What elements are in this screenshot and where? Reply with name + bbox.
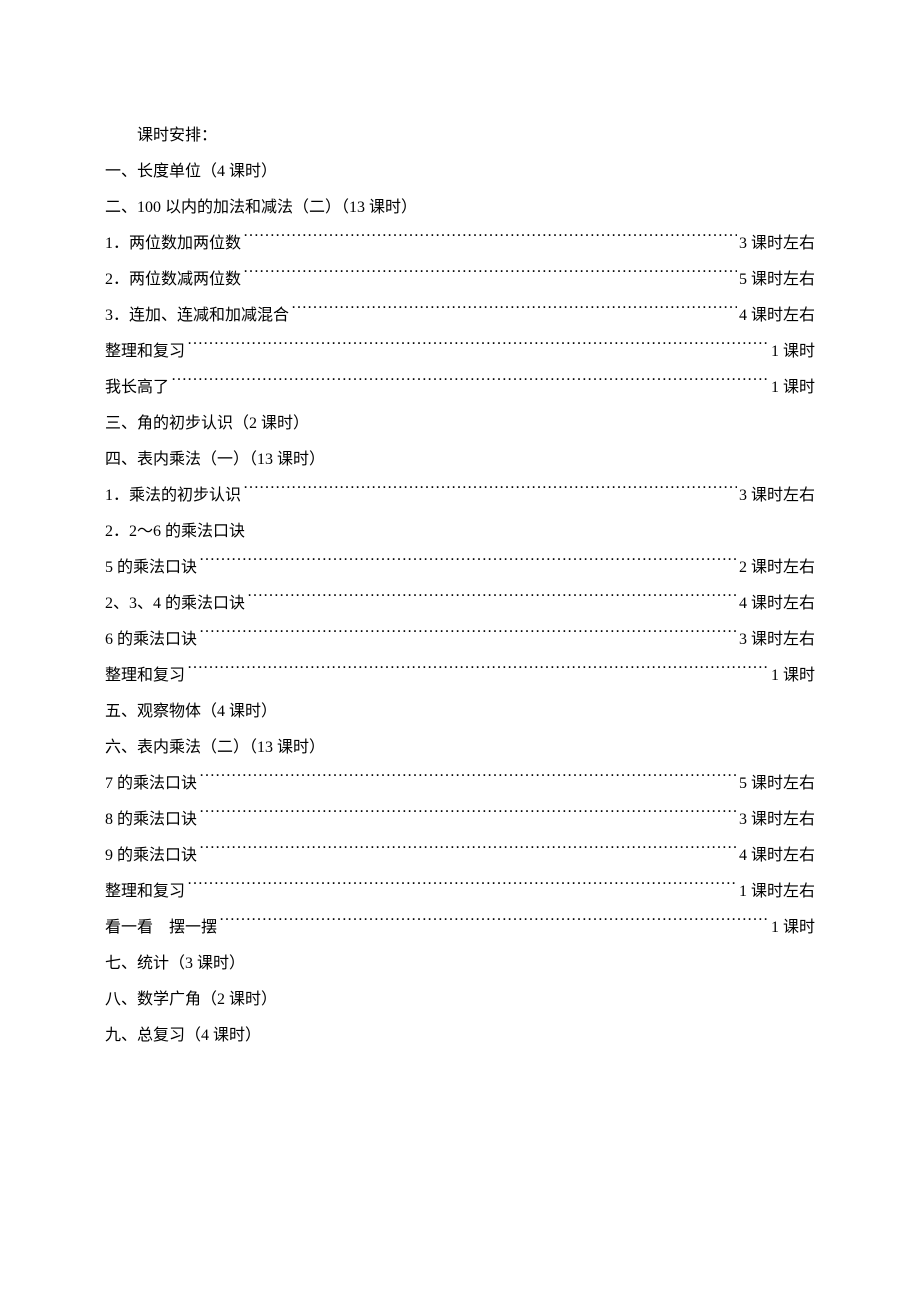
toc-dots [243, 268, 737, 284]
toc-line: 5 的乘法口诀 2 课时左右 [105, 552, 815, 584]
toc-dots [291, 304, 737, 320]
section-line: 八、数学广角（2 课时） [105, 984, 815, 1016]
toc-label: 1．乘法的初步认识 [105, 480, 241, 512]
toc-label: 整理和复习 [105, 876, 185, 908]
toc-line: 7 的乘法口诀 5 课时左右 [105, 768, 815, 800]
page: 课时安排： 一、长度单位（4 课时） 二、100 以内的加法和减法（二）（13 课… [0, 0, 920, 1302]
toc-line: 1．两位数加两位数 3 课时左右 [105, 228, 815, 260]
toc-label: 6 的乘法口诀 [105, 624, 197, 656]
toc-dots [199, 844, 737, 860]
toc-line: 6 的乘法口诀 3 课时左右 [105, 624, 815, 656]
toc-line: 1．乘法的初步认识 3 课时左右 [105, 480, 815, 512]
toc-value: 1 课时左右 [739, 876, 815, 908]
section-line: 三、角的初步认识（2 课时） [105, 408, 815, 440]
toc-dots [199, 556, 737, 572]
toc-dots [187, 664, 769, 680]
toc-value: 1 课时 [771, 912, 815, 944]
section-line: 七、统计（3 课时） [105, 948, 815, 980]
toc-label: 看一看 摆一摆 [105, 912, 217, 944]
toc-label: 9 的乘法口诀 [105, 840, 197, 872]
toc-line: 我长高了 1 课时 [105, 372, 815, 404]
toc-value: 5 课时左右 [739, 264, 815, 296]
section-line: 九、总复习（4 课时） [105, 1020, 815, 1052]
toc-value: 3 课时左右 [739, 624, 815, 656]
toc-label: 3．连加、连减和加减混合 [105, 300, 289, 332]
toc-label: 5 的乘法口诀 [105, 552, 197, 584]
toc-line: 2、3、4 的乘法口诀 4 课时左右 [105, 588, 815, 620]
toc-value: 3 课时左右 [739, 480, 815, 512]
toc-label: 1．两位数加两位数 [105, 228, 241, 260]
toc-label: 2、3、4 的乘法口诀 [105, 588, 245, 620]
section-line: 一、长度单位（4 课时） [105, 156, 815, 188]
section-line: 四、表内乘法（一）（13 课时） [105, 444, 815, 476]
toc-line: 整理和复习 1 课时 [105, 336, 815, 368]
toc-dots [187, 340, 769, 356]
toc-value: 3 课时左右 [739, 228, 815, 260]
toc-line: 9 的乘法口诀 4 课时左右 [105, 840, 815, 872]
toc-value: 1 课时 [771, 336, 815, 368]
toc-value: 1 课时 [771, 660, 815, 692]
toc-label: 整理和复习 [105, 660, 185, 692]
toc-line: 3．连加、连减和加减混合 4 课时左右 [105, 300, 815, 332]
toc-dots [187, 880, 737, 896]
toc-line: 整理和复习 1 课时 [105, 660, 815, 692]
toc-line: 看一看 摆一摆 1 课时 [105, 912, 815, 944]
section-line: 六、表内乘法（二）（13 课时） [105, 732, 815, 764]
toc-value: 2 课时左右 [739, 552, 815, 584]
toc-dots [247, 592, 737, 608]
toc-value: 4 课时左右 [739, 300, 815, 332]
toc-label: 7 的乘法口诀 [105, 768, 197, 800]
toc-value: 3 课时左右 [739, 804, 815, 836]
toc-dots [243, 484, 737, 500]
toc-dots [243, 232, 737, 248]
toc-value: 5 课时左右 [739, 768, 815, 800]
toc-label: 8 的乘法口诀 [105, 804, 197, 836]
toc-line: 整理和复习 1 课时左右 [105, 876, 815, 908]
toc-label: 我长高了 [105, 372, 169, 404]
toc-value: 4 课时左右 [739, 840, 815, 872]
toc-dots [199, 808, 737, 824]
toc-line: 8 的乘法口诀 3 课时左右 [105, 804, 815, 836]
section-line: 2．2～6 的乘法口诀 [105, 516, 815, 548]
toc-line: 2．两位数减两位数 5 课时左右 [105, 264, 815, 296]
toc-value: 4 课时左右 [739, 588, 815, 620]
toc-label: 整理和复习 [105, 336, 185, 368]
toc-dots [219, 916, 769, 932]
toc-dots [171, 376, 769, 392]
section-line: 五、观察物体（4 课时） [105, 696, 815, 728]
toc-dots [199, 772, 737, 788]
toc-value: 1 课时 [771, 372, 815, 404]
page-title: 课时安排： [105, 120, 815, 152]
section-line: 二、100 以内的加法和减法（二）（13 课时） [105, 192, 815, 224]
toc-dots [199, 628, 737, 644]
content-area: 一、长度单位（4 课时） 二、100 以内的加法和减法（二）（13 课时） 1．两位… [105, 156, 815, 1052]
toc-label: 2．两位数减两位数 [105, 264, 241, 296]
